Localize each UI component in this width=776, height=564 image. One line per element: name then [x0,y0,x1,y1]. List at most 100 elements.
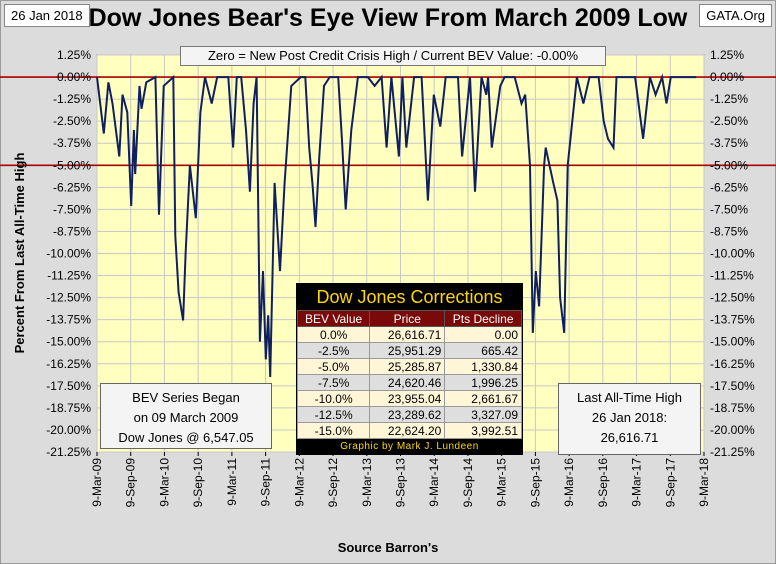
x-tick-label: 9-Sep-15 [528,458,542,508]
x-tick-label: 9-Sep-16 [596,458,610,508]
table-cell: 25,285.87 [369,358,446,375]
y-tick-label: -7.50% [710,202,748,216]
note-line: BEV Series Began [132,390,240,405]
x-tick-label: 9-Sep-12 [326,458,340,508]
table-cell: 24,620.46 [369,374,446,391]
y-tick-label: -1.25% [710,92,748,106]
x-tick-label: 9-Sep-17 [663,458,677,508]
x-tick-label: 9-Sep-10 [191,458,205,508]
table-cell: 3,992.51 [444,422,522,439]
table-cell: -5.0% [296,358,371,375]
y-tick-label: -12.50% [710,291,755,305]
current-bev-banner: Zero = New Post Credit Crisis High / Cur… [180,46,606,66]
y-tick-label: -6.25% [53,180,91,194]
bev-series-began-note: BEV Series Began on 09 March 2009 Dow Jo… [100,383,272,449]
x-tick-label: 9-Mar-15 [495,458,509,507]
y-tick-label: -18.75% [46,401,91,415]
table-row: -7.5% 24,620.46 1,996.25 [296,374,522,391]
x-tick-label: 9-Mar-18 [697,458,711,507]
y-tick-label: -10.00% [710,247,755,261]
y-tick-label: 1.25% [57,48,91,62]
y-tick-label: -20.00% [46,423,91,437]
note-line: on 09 March 2009 [133,410,239,425]
y-tick-label: -17.50% [46,379,91,393]
table-cell: -7.5% [296,374,371,391]
table-cell: 1,330.84 [444,358,522,375]
y-tick-label: -8.75% [710,224,748,238]
table-cell: 0.0% [296,326,371,343]
y-tick-label: -15.00% [710,335,755,349]
last-all-time-high-note: Last All-Time High 26 Jan 2018: 26,616.7… [558,383,701,455]
x-tick-label: 9-Mar-13 [360,458,374,507]
y-tick-label: 0.00% [710,70,744,84]
x-tick-label: 9-Sep-13 [394,458,408,508]
table-row: -2.5% 25,951.29 665.42 [296,342,522,359]
y-tick-label: -10.00% [46,247,91,261]
table-cell: 25,951.29 [369,342,446,359]
y-tick-label: -15.00% [46,335,91,349]
table-row: -5.0% 25,285.87 1,330.84 [296,358,522,375]
y-tick-label: -3.75% [710,136,748,150]
y-tick-label: -2.50% [710,114,748,128]
y-tick-label: -13.75% [710,313,755,327]
y-tick-label: -20.00% [710,423,755,437]
y-tick-label: -13.75% [46,313,91,327]
table-cell: 1,996.25 [444,374,522,391]
series-line [96,73,697,378]
y-tick-label: -5.00% [53,158,91,172]
table-cell: -2.5% [296,342,371,359]
table-cell: 2,661.67 [444,390,522,407]
table-row: -12.5% 23,289.62 3,327.09 [296,406,522,423]
y-tick-labels-right: 1.25% 0.00% -1.25% -2.50% -3.75% -5.00% -6.25%… [710,48,755,459]
table-cell: 23,955.04 [369,390,446,407]
y-tick-label: -16.25% [710,357,755,371]
y-tick-label: -12.50% [46,291,91,305]
y-tick-label: -17.50% [710,379,755,393]
table-cell: 0.00 [444,326,522,343]
table-header-cell: Pts Decline [444,310,522,327]
y-tick-label: 1.25% [710,48,744,62]
note-line: Dow Jones @ 6,547.05 [118,430,254,445]
table-cell: 23,289.62 [369,406,446,423]
y-tick-label: -16.25% [46,357,91,371]
y-tick-label: -2.50% [53,114,91,128]
table-header-cell: BEV Value [296,310,371,327]
corrections-table: Dow Jones Corrections BEV Value Price Pts … [296,283,523,455]
x-tick-labels: 9-Mar-09 9-Sep-09 9-Mar-10 9-Sep-10 9-Mar-11… [90,458,711,508]
x-tick-label: 9-Mar-11 [225,458,239,506]
table-row: -15.0% 22,624.20 3,992.51 [296,422,522,439]
corrections-table-title: Dow Jones Corrections [316,287,503,307]
note-line: 26,616.71 [600,430,659,445]
y-axis-label: Percent From Last All-Time High [12,153,27,354]
note-line: Last All-Time High [577,390,682,405]
x-tick-label: 9-Mar-09 [90,458,104,507]
y-tick-label: 0.00% [57,70,91,84]
table-cell: 3,327.09 [444,406,522,423]
x-tick-label: 9-Sep-09 [124,458,138,508]
x-tick-label: 9-Mar-16 [562,458,576,507]
note-line: 26 Jan 2018: [591,410,668,425]
y-tick-label: -11.25% [710,269,754,283]
table-cell: 665.42 [444,342,522,359]
date-stamp: 26 Jan 2018 [4,4,90,27]
x-tick-label: 9-Mar-12 [292,458,306,507]
table-cell: 26,616.71 [369,326,446,343]
y-tick-label: -18.75% [710,401,755,415]
x-tick-label: 9-Mar-14 [427,458,441,507]
y-tick-label: -21.25% [46,445,91,459]
y-tick-label: -6.25% [710,180,748,194]
y-tick-label: -5.00% [710,158,748,172]
table-header-cell: Price [369,310,446,327]
y-tick-labels-left: 1.25% 0.00% -1.25% -2.50% -3.75% -5.00% -6.25%… [46,48,91,459]
x-tick-label: 9-Sep-14 [461,458,475,508]
y-tick-label: -1.25% [53,92,91,106]
x-tick-label: 9-Mar-10 [157,458,171,507]
y-tick-label: -11.25% [47,269,91,283]
y-tick-label: -21.25% [710,445,755,459]
table-cell: -15.0% [296,422,371,439]
table-row: 0.0% 26,616.71 0.00 [296,326,522,343]
table-cell: -12.5% [296,406,371,423]
chart-title: Dow Jones Bear's Eye View From March 200… [88,4,688,32]
y-tick-label: -3.75% [53,136,91,150]
y-tick-label: -8.75% [53,224,91,238]
